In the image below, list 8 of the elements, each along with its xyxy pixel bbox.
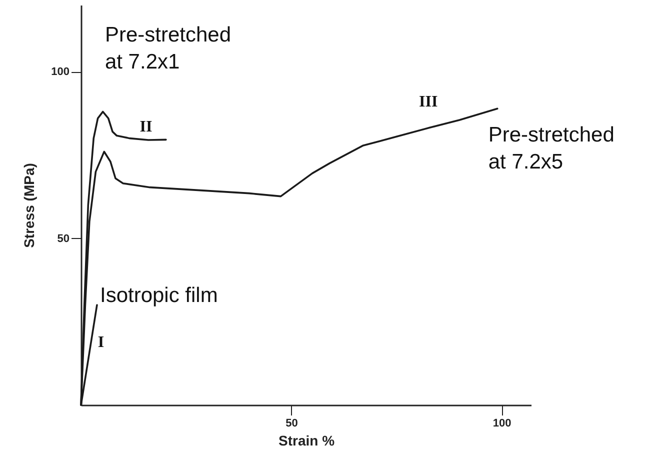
series-label: III: [419, 94, 438, 111]
series-label: I: [98, 334, 104, 351]
series-label: II: [140, 118, 152, 136]
annotation: Isotropic film: [100, 284, 218, 307]
y-axis-title: Stress (MPa): [21, 163, 38, 248]
annotation: Pre-stretched at 7.2x1: [104, 24, 232, 74]
x-axis-title: Strain %: [278, 432, 336, 448]
annotation: Pre-stretched at 7.2x5: [488, 124, 614, 174]
